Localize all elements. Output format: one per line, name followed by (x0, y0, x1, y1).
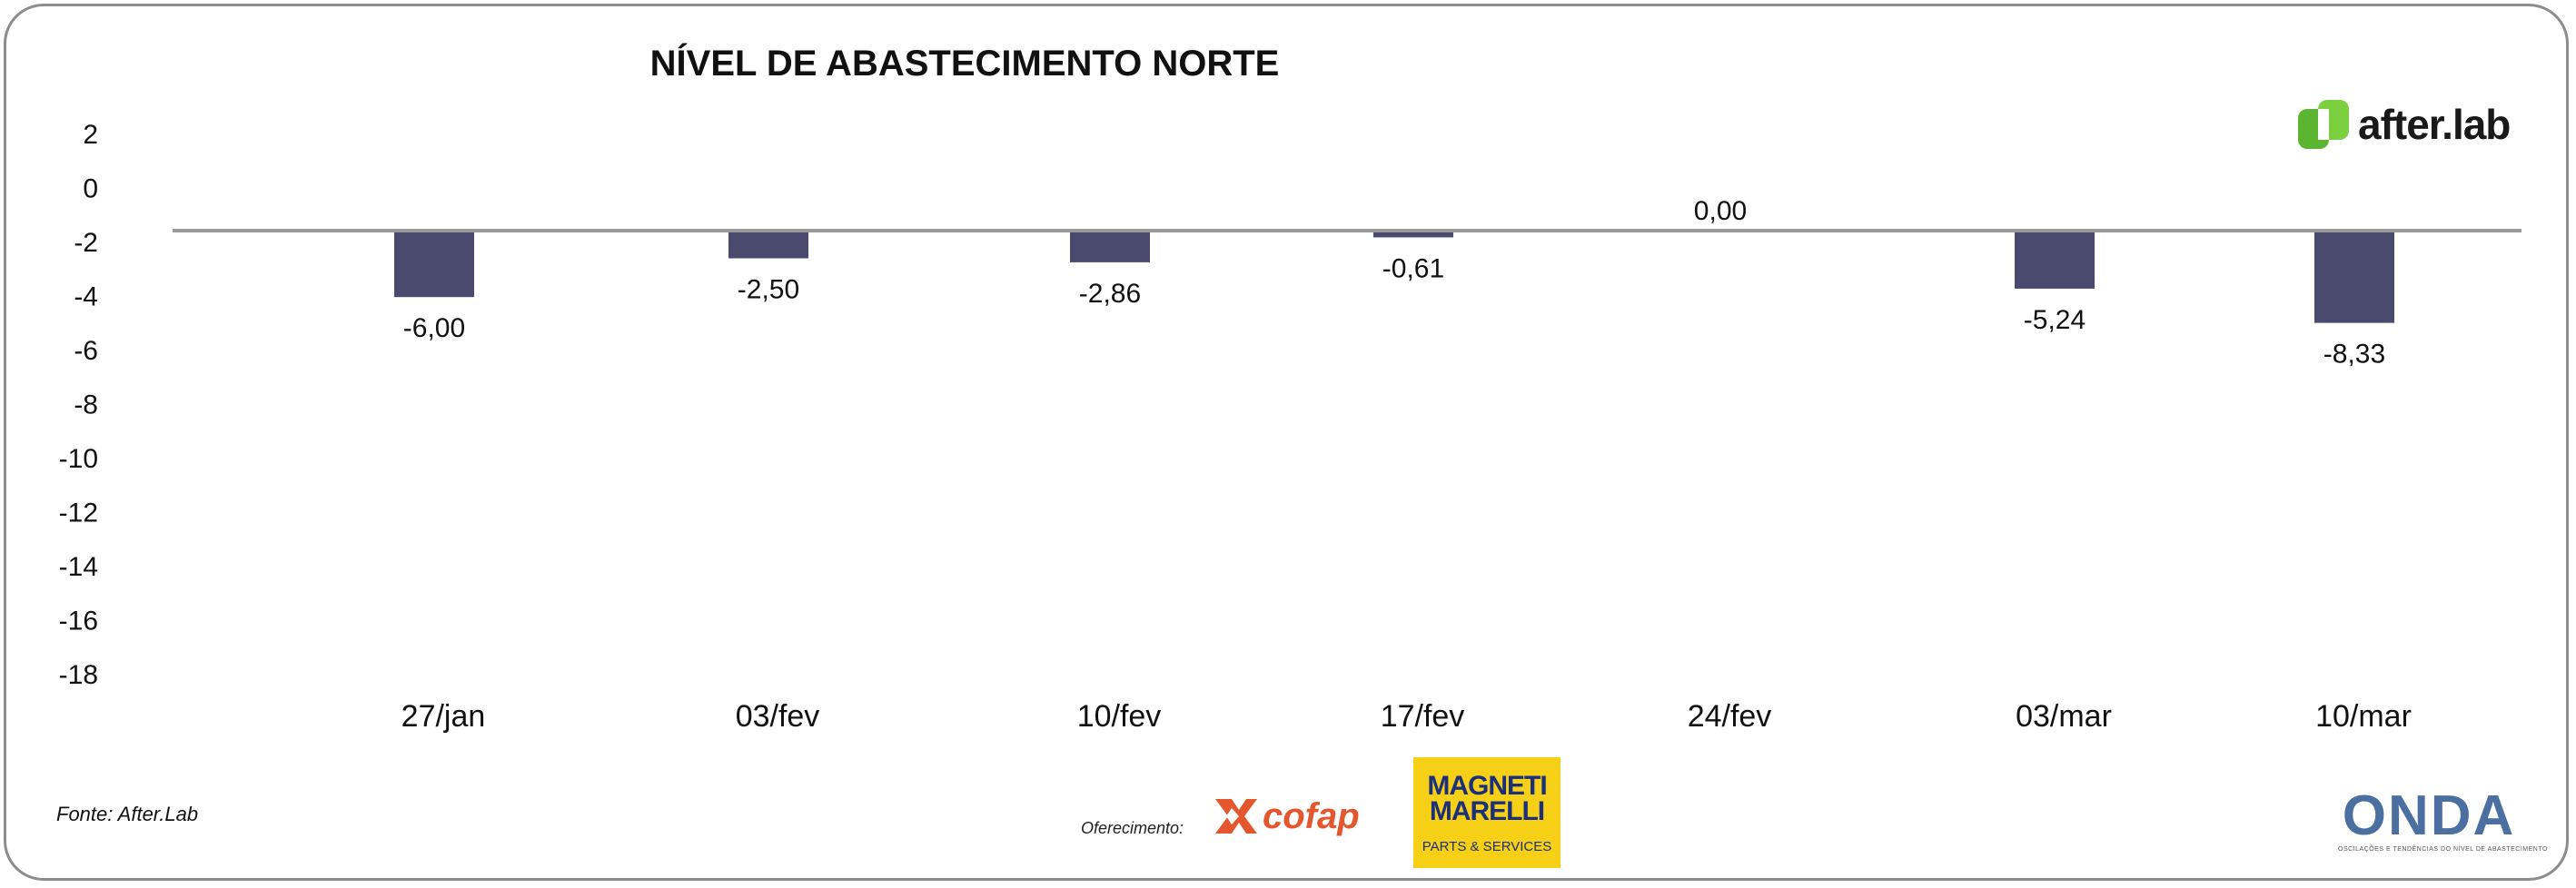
y-tick-label: 2 (83, 120, 98, 150)
y-tick-label: -14 (59, 552, 98, 582)
cofap-logo-text: cofap (1263, 795, 1360, 836)
bar (394, 231, 474, 298)
x-tick-label: 03/fev (736, 699, 820, 734)
afterlab-logo-text: after.lab (2358, 101, 2511, 148)
value-label: -0,61 (1382, 253, 1444, 283)
x-tick-label: 17/fev (1381, 699, 1465, 734)
value-label: 0,00 (1694, 196, 1747, 226)
x-tick-label: 03/mar (2016, 699, 2112, 734)
value-label: -5,24 (2024, 305, 2086, 335)
bar (1373, 231, 1453, 238)
value-label: -2,86 (1079, 279, 1141, 309)
value-label: -6,00 (403, 313, 465, 343)
y-tick-label: -4 (74, 282, 98, 312)
value-label: -2,50 (738, 275, 799, 305)
bar (2314, 231, 2394, 323)
source-note: Fonte: After.Lab (56, 803, 199, 825)
y-axis: 2 0 -2 -4 -6 -8 -10 -12 -14 -16 -18 (59, 120, 98, 690)
chart-title: NÍVEL DE ABASTECIMENTO NORTE (649, 44, 1280, 84)
x-tick-label: 10/fev (1077, 699, 1162, 734)
cofap-logo-icon (1215, 799, 1257, 834)
y-tick-label: -2 (74, 228, 98, 258)
bars (394, 231, 2394, 323)
sponsor-label: Oferecimento: (1081, 819, 1184, 837)
onda-logo-tagline: OSCILAÇÕES E TENDÊNCIAS DO NÍVEL DE ABAS… (2338, 846, 2548, 853)
afterlab-logo-icon (2298, 100, 2349, 149)
bar (1070, 231, 1150, 262)
magneti-marelli-logo: MAGNETI MARELLI PARTS & SERVICES (1413, 757, 1560, 868)
magneti-logo-subtitle: PARTS & SERVICES (1422, 839, 1552, 854)
chart-frame (4, 4, 2569, 881)
y-tick-label: -18 (59, 660, 98, 690)
x-tick-label: 10/mar (2315, 699, 2412, 734)
value-labels: -6,00 -2,50 -2,86 -0,61 0,00 -5,24 -8,33 (403, 196, 2385, 370)
x-axis: 27/jan 03/fev 10/fev 17/fev 24/fev 03/mar 10/m… (401, 699, 2412, 734)
x-tick-label: 24/fev (1688, 699, 1772, 734)
onda-logo: ONDA OSCILAÇÕES E TENDÊNCIAS DO NÍVEL DE… (2338, 784, 2548, 853)
onda-logo-text: ONDA (2342, 784, 2516, 847)
x-tick-label: 27/jan (401, 699, 486, 734)
bar (728, 231, 808, 259)
y-tick-label: -16 (59, 607, 98, 636)
magneti-logo-line2: MARELLI (1429, 796, 1545, 826)
y-tick-label: -6 (74, 336, 98, 366)
y-tick-label: -8 (74, 390, 98, 420)
y-tick-label: -10 (59, 444, 98, 474)
value-label: -8,33 (2323, 340, 2385, 370)
y-tick-label: -12 (59, 498, 98, 528)
magneti-logo-line1: MAGNETI (1427, 771, 1547, 801)
afterlab-logo: after.lab (2296, 96, 2511, 153)
bar (2015, 231, 2095, 289)
cofap-logo: cofap (1212, 795, 1360, 837)
y-tick-label: 0 (83, 174, 98, 204)
